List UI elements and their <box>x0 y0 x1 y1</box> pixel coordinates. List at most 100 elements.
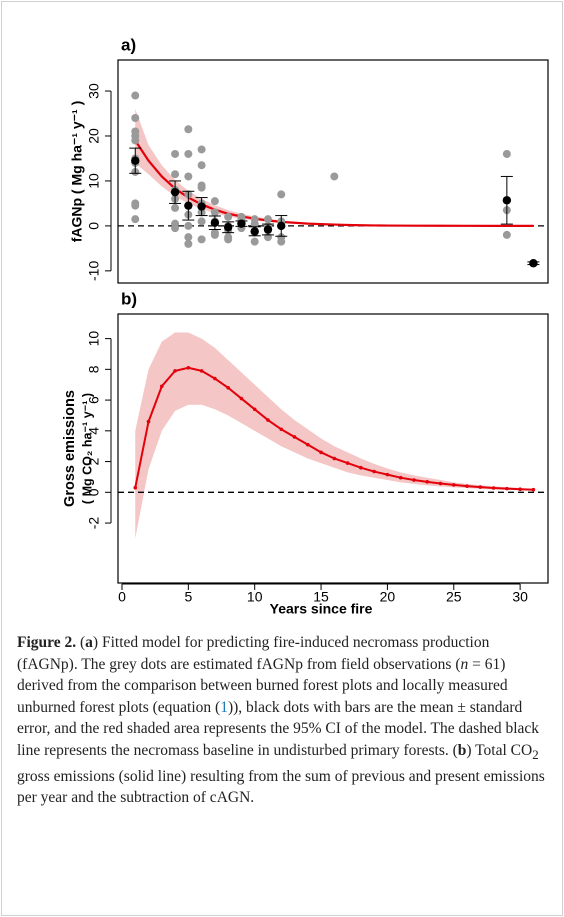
x-tick-label: 15 <box>313 589 329 605</box>
observation-point <box>210 197 219 206</box>
mean-point <box>210 218 220 227</box>
emission-point <box>292 435 297 439</box>
plot-box <box>117 59 549 284</box>
panel-label: b) <box>121 289 137 308</box>
confidence-band <box>135 109 534 226</box>
y-axis-label: Gross emissions <box>62 390 78 507</box>
emission-point <box>491 486 496 490</box>
observation-point <box>250 237 259 246</box>
emission-point <box>332 456 337 461</box>
x-tick-label: 5 <box>184 589 192 605</box>
x-tick-label: 20 <box>380 589 396 605</box>
mean-point <box>529 259 538 268</box>
x-tick-label: 25 <box>446 589 462 605</box>
y-axis-label: ( Mg CO₂ ha⁻¹ y⁻¹ ) <box>80 393 94 504</box>
observation-point <box>197 235 206 244</box>
equation-link[interactable]: 1 <box>220 698 228 716</box>
emission-point <box>478 485 483 489</box>
y-tick-label: 0 <box>86 488 102 496</box>
fitted-curve <box>134 139 534 228</box>
observation-point <box>131 113 140 122</box>
y-tick-label: 0 <box>86 222 102 230</box>
mean-point <box>502 196 512 205</box>
emission-point <box>425 480 430 484</box>
y-tick-label: 30 <box>86 83 102 99</box>
observation-point <box>184 149 193 158</box>
observation-point <box>131 215 140 224</box>
emission-point <box>385 472 390 477</box>
emission-point <box>345 461 350 465</box>
caption-label: Figure 2. <box>17 634 77 651</box>
caption-panel: b <box>457 741 467 759</box>
observation-point <box>250 219 259 228</box>
mean-point <box>263 225 273 234</box>
observation-point <box>277 237 286 246</box>
observation-point <box>502 230 511 239</box>
y-tick-label: 8 <box>86 365 102 373</box>
caption-panel: a <box>85 634 93 651</box>
caption-text: )), black dots with bars are the mean ± … <box>17 698 540 759</box>
emission-point <box>319 450 323 455</box>
observation-point <box>171 170 180 179</box>
emission-point <box>412 478 416 482</box>
emission-point <box>372 469 376 474</box>
emission-point <box>252 407 257 412</box>
observation-point <box>184 221 193 230</box>
observation-point <box>184 233 193 242</box>
confidence-band <box>135 332 534 539</box>
observation-point <box>184 172 193 181</box>
observation-point <box>197 183 206 192</box>
caption-text: = 61) derived from the comparison betwee… <box>17 655 508 716</box>
y-tick-label: 10 <box>86 331 102 347</box>
emission-point <box>465 484 469 488</box>
mean-point <box>237 219 246 228</box>
emission-point <box>279 427 284 432</box>
emission-point <box>305 442 310 447</box>
x-tick-label: 10 <box>247 589 263 605</box>
caption-subscript: 2 <box>532 747 539 763</box>
observation-point <box>197 145 206 154</box>
emission-point <box>159 384 164 389</box>
plot-box <box>117 313 549 584</box>
emission-point <box>133 485 138 490</box>
emission-point <box>359 465 363 470</box>
caption-text: gross emissions (solid line) resulting f… <box>17 767 545 807</box>
panel-label: a) <box>121 35 136 54</box>
observation-point <box>210 208 219 217</box>
observation-point <box>184 125 193 134</box>
observation-point <box>131 136 140 145</box>
mean-point <box>170 187 180 197</box>
observation-point <box>171 203 180 212</box>
caption: Figure 2. (a) Fitted model for predictin… <box>17 632 549 809</box>
x-tick-label: 0 <box>118 589 126 605</box>
mean-point <box>131 156 140 165</box>
mean-point <box>250 227 259 236</box>
observation-point <box>263 215 272 224</box>
emission-point <box>213 376 217 381</box>
y-tick-label: -2 <box>86 517 102 530</box>
mean-point <box>184 201 193 210</box>
observation-point <box>131 91 140 100</box>
y-tick-label: 10 <box>86 173 102 189</box>
emission-point <box>266 418 270 422</box>
observation-point <box>197 161 206 170</box>
emission-point <box>186 366 191 370</box>
y-tick-label: 6 <box>86 396 102 404</box>
y-tick-label: 20 <box>86 128 102 144</box>
emission-point <box>199 369 204 373</box>
emission-point <box>451 483 456 487</box>
observation-point <box>277 190 286 199</box>
emission-point <box>531 487 536 492</box>
emission-point <box>173 369 177 373</box>
caption-text: ) Total CO <box>466 741 533 759</box>
observation-point <box>224 235 233 244</box>
caption-text: ( <box>76 634 86 651</box>
y-tick-label: 2 <box>86 457 102 465</box>
observation-point <box>224 212 233 221</box>
observation-point <box>330 172 339 181</box>
observation-point <box>131 201 140 210</box>
y-axis-label: fAGNp ( Mg ha⁻¹ y⁻¹ ) <box>69 101 85 243</box>
